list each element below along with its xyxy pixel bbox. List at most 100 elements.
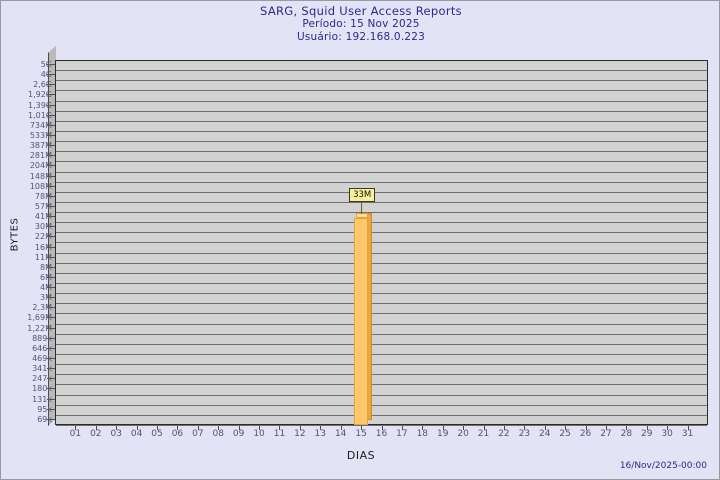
x-axis-tick-label: 11 <box>273 429 286 439</box>
y-axis-tick-label: 69k <box>37 414 52 424</box>
gridline-row <box>56 294 707 305</box>
gridline-row <box>56 254 707 264</box>
y-axis-tick <box>47 104 55 106</box>
data-bar[interactable] <box>354 218 369 425</box>
bar-label-stem <box>361 201 363 215</box>
gridline-row <box>56 274 707 285</box>
x-axis-tick-label: 23 <box>518 429 531 439</box>
gridline-row <box>56 375 707 386</box>
report-user: Usuário: 192.168.0.223 <box>297 31 425 43</box>
y-axis-tick-label: 533M <box>29 130 52 140</box>
gridline-row <box>56 91 707 102</box>
y-axis-tick-label: 78M <box>34 191 52 201</box>
x-axis-tick <box>381 426 383 430</box>
x-axis-tick-label: 08 <box>212 429 224 439</box>
x-axis-tick <box>605 426 607 430</box>
gridline-row <box>56 385 707 396</box>
x-axis-tick <box>463 426 465 430</box>
y-axis-tick-label: 22M <box>34 232 52 242</box>
y-axis-tick <box>47 114 55 116</box>
report-period: Período: 15 Nov 2025 <box>302 18 420 30</box>
gridline-row <box>56 406 707 416</box>
y-axis-tick-label: 889k <box>32 333 52 343</box>
y-axis-tick-label: 204M <box>29 161 52 171</box>
x-axis-tick <box>646 426 648 430</box>
x-axis-tick <box>299 426 301 430</box>
x-axis-tick-label: 05 <box>151 429 163 439</box>
x-axis-tick <box>361 426 363 430</box>
x-axis-tick-label: 16 <box>375 429 388 439</box>
y-axis-tick-label: 57M <box>34 201 52 211</box>
x-axis-tick <box>197 426 199 430</box>
y-axis-tick <box>47 155 55 157</box>
x-axis-tick <box>585 426 587 430</box>
gridline-row <box>56 213 707 224</box>
y-axis-tick <box>47 388 55 390</box>
y-axis-tick <box>47 256 55 258</box>
y-axis-tick-label: 2,6G <box>33 80 52 90</box>
plot-area <box>55 60 708 426</box>
y-axis-tick <box>47 276 55 278</box>
x-axis-tick <box>238 426 240 430</box>
y-axis-tick-label: 1,22M <box>27 323 52 333</box>
chart-title-block: SARG, Squid User Access Reports Período:… <box>1 5 719 44</box>
x-axis-tick <box>687 426 689 430</box>
gridline-row <box>56 233 707 244</box>
x-axis-tick-label: 01 <box>69 429 82 439</box>
y-axis-tick <box>47 266 55 268</box>
y-axis-tick-label: 30M <box>34 222 52 232</box>
y-axis-tick <box>47 246 55 248</box>
x-axis-tick <box>565 426 567 430</box>
x-axis-tick <box>544 426 546 430</box>
gridline-row <box>56 102 707 112</box>
x-axis-tick-label: 12 <box>294 429 306 439</box>
y-axis-tick <box>47 64 55 65</box>
x-axis-tick <box>218 426 220 430</box>
x-axis-tick-label: 03 <box>110 429 122 439</box>
y-axis-tick <box>47 205 55 207</box>
y-axis-tick <box>47 124 55 126</box>
x-axis-tick <box>279 426 281 430</box>
y-axis-tick <box>47 74 55 76</box>
x-axis-tick <box>157 426 159 430</box>
x-axis-tick <box>626 426 628 430</box>
y-axis-tick <box>47 185 55 187</box>
x-axis-labels: 01 02 03 04 05 06 07 08 09 10 11 12 13 14 15 16 17 18 19 20… <box>1 429 719 443</box>
x-axis-tick-label: 28 <box>620 429 633 439</box>
x-axis-tick <box>340 426 342 430</box>
y-axis-tick <box>47 145 55 147</box>
y-axis-tick-label: 11M <box>34 252 52 262</box>
x-axis-tick-label: 06 <box>171 429 184 439</box>
y-axis-tick <box>47 216 55 218</box>
gridline-row <box>56 162 707 173</box>
y-axis-tick <box>47 408 55 410</box>
x-axis-tick-label: 10 <box>253 429 265 439</box>
y-axis-tick <box>47 84 55 86</box>
y-axis-tick <box>47 418 55 420</box>
y-axis-tick-label: 734M <box>29 120 52 130</box>
y-axis-tick <box>47 327 55 329</box>
x-axis-tick <box>259 426 261 430</box>
y-axis-tick-label: 1,69M <box>27 313 52 323</box>
x-axis-tick-label: 30 <box>661 429 673 439</box>
x-axis-tick <box>483 426 485 430</box>
gridline-row <box>56 132 707 143</box>
x-axis-tick-label: 20 <box>457 429 469 439</box>
y-axis-tick <box>47 94 55 96</box>
y-axis-tick-label: 646k <box>32 343 52 353</box>
gridline-row <box>56 152 707 163</box>
y-axis-tick-label: 281M <box>29 151 52 161</box>
y-axis-tick <box>47 307 55 309</box>
x-axis-tick-label: 24 <box>539 429 551 439</box>
y-axis-tick <box>47 368 55 370</box>
y-axis-tick-label: 16M <box>34 242 52 252</box>
y-axis-tick-label: 41M <box>34 212 52 222</box>
bar-value-label: 33M <box>349 188 376 203</box>
x-axis-tick-label: 14 <box>334 429 347 439</box>
x-axis-tick-label: 07 <box>192 429 204 439</box>
x-axis-tick-label: 19 <box>436 429 449 439</box>
x-axis-title: DIAS <box>346 449 376 462</box>
y-axis-tick-label: 5G <box>40 60 52 69</box>
y-axis-tick-label: 6M <box>40 272 52 282</box>
